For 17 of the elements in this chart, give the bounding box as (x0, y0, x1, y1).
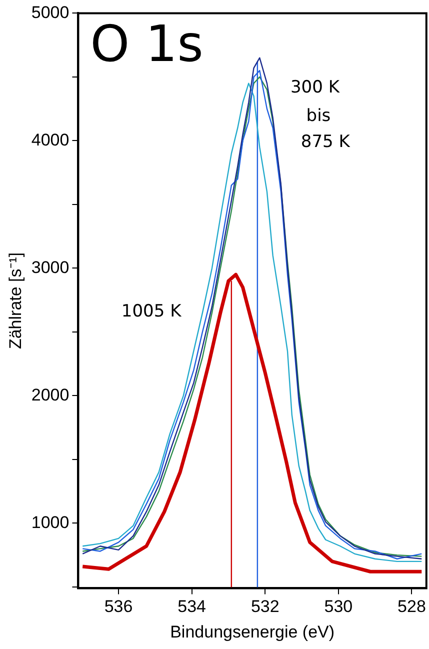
chart-title: O 1s (90, 15, 204, 74)
y-tick-label: 2000 (31, 385, 70, 404)
annotation: 1005 K (121, 302, 182, 322)
annotation: 875 K (300, 132, 351, 152)
x-tick-label: 528 (398, 597, 426, 616)
x-tick-label: 536 (104, 597, 133, 616)
annotation: bis (306, 106, 331, 126)
y-tick-label: 1000 (31, 512, 70, 532)
x-tick-label: 534 (178, 597, 206, 616)
annotation: 300 K (290, 77, 340, 98)
y-tick-label: 3000 (31, 258, 70, 277)
y-tick-label: 5000 (31, 2, 70, 22)
x-tick-label: 530 (324, 597, 353, 616)
x-tick-label: 532 (250, 597, 280, 616)
x-axis-title: Bindungsenergie (eV) (170, 622, 335, 642)
y-tick-label: 4000 (31, 130, 70, 150)
y-axis-title: Zählrate [s⁻¹] (6, 252, 25, 350)
